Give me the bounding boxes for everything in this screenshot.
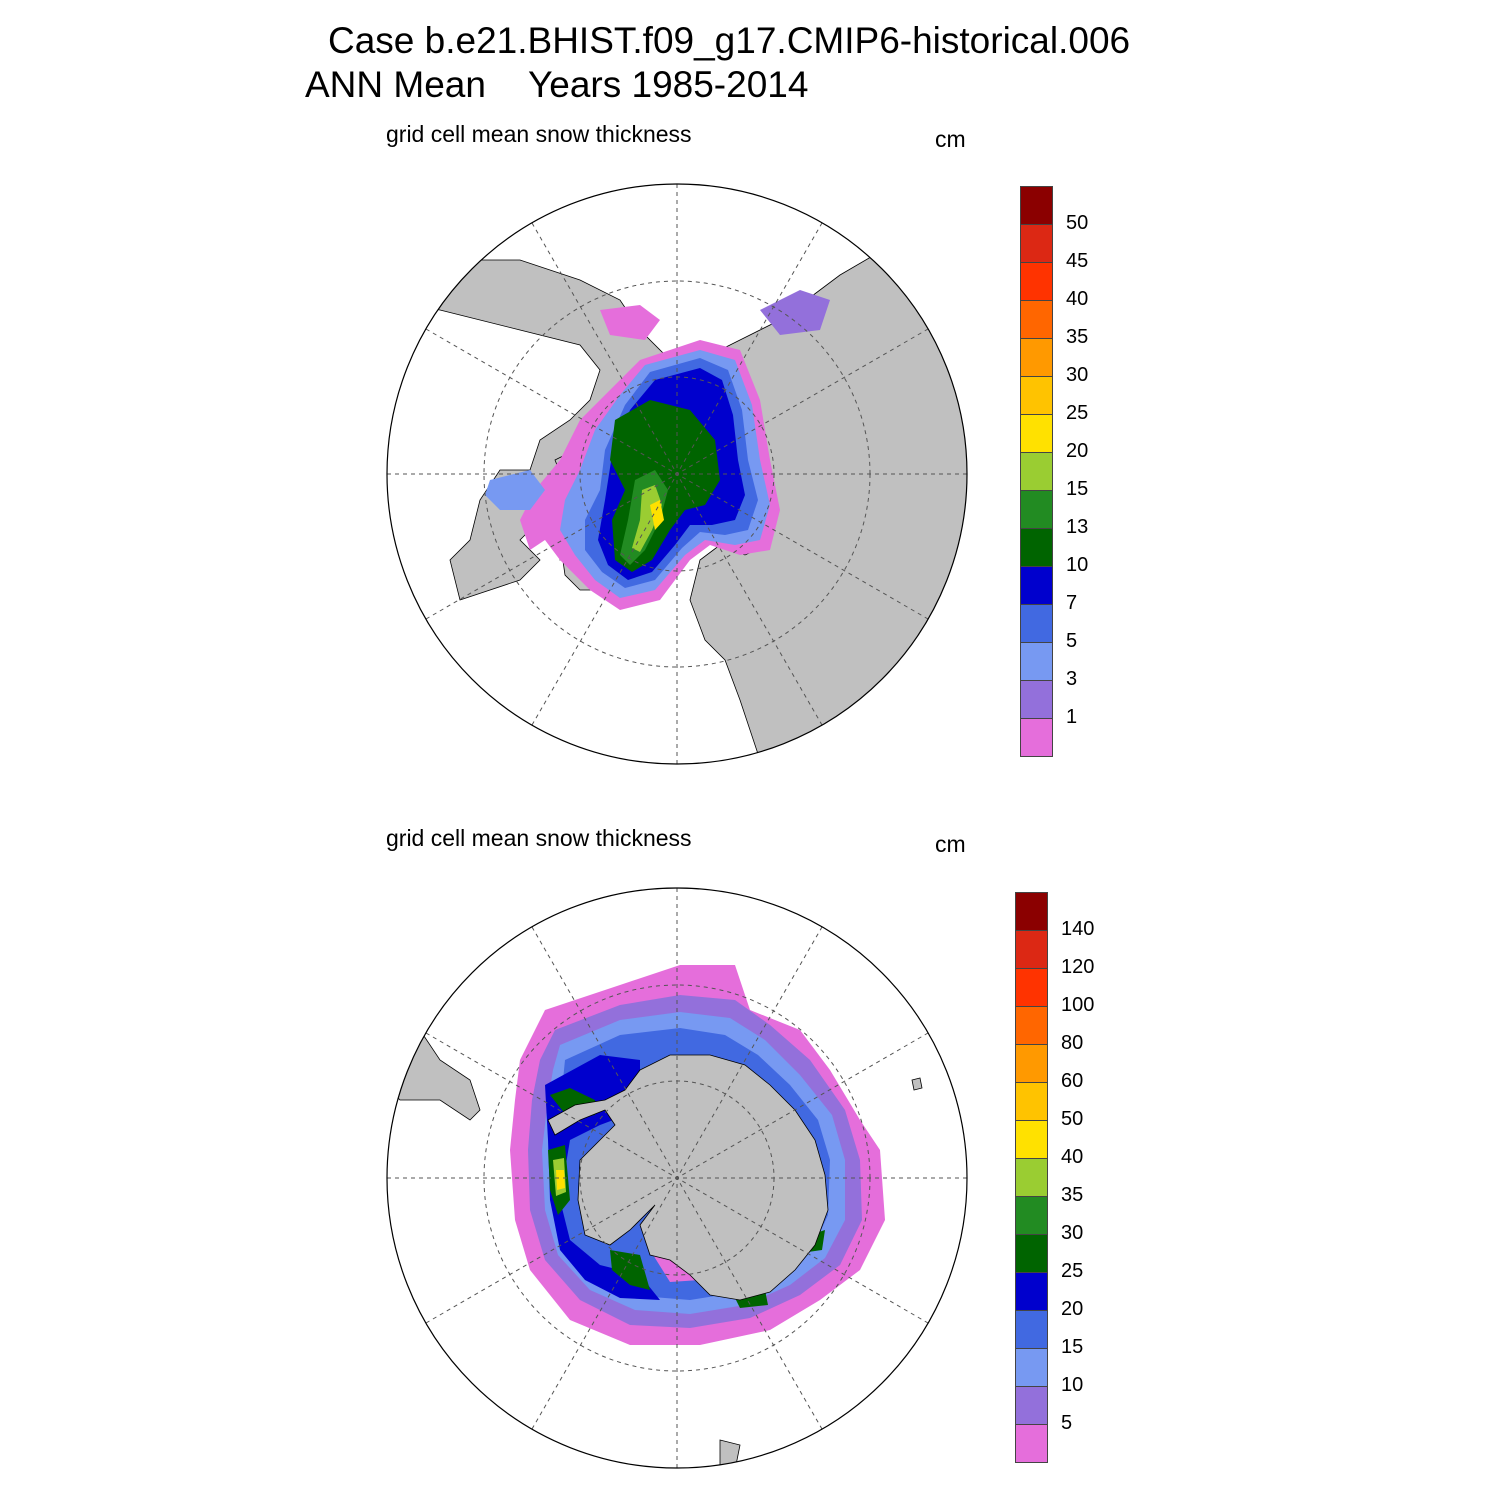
colorbar-label: 140: [1061, 918, 1095, 940]
south-graticule: [387, 888, 967, 1468]
new-zealand-land: [719, 1439, 741, 1468]
colorbar-label: 35: [1066, 326, 1089, 348]
colorbar-label: 40: [1066, 288, 1089, 310]
bering-ice: [600, 305, 660, 340]
colorbar-label: 60: [1061, 1070, 1084, 1092]
panel-south-subtitle: grid cell mean snow thickness: [386, 825, 692, 851]
north-map-frame: [386, 183, 968, 765]
colorbar-label: 1: [1066, 706, 1078, 728]
colorbar-swatch: [1015, 1196, 1048, 1235]
colorbar-label: 35: [1061, 1184, 1084, 1206]
okhotsk-ice: [760, 290, 830, 335]
colorbar-swatch: [1020, 566, 1053, 605]
colorbar-swatch: [1015, 1006, 1048, 1045]
hudson-bay-ice: [485, 470, 545, 510]
figure-title-case: Case b.e21.BHIST.f09_g17.CMIP6-historica…: [328, 20, 1131, 61]
colorbar-swatch: [1020, 452, 1053, 491]
colorbar-label: 25: [1061, 1260, 1084, 1282]
colorbar-label: 45: [1066, 250, 1089, 272]
south-polar-map: [386, 887, 968, 1469]
colorbar-swatch: [1015, 1386, 1048, 1425]
north-polar-map: [386, 183, 968, 765]
colorbar-label: 5: [1061, 1412, 1073, 1434]
colorbar-label: 80: [1061, 1032, 1084, 1054]
colorbar-label: 30: [1066, 364, 1089, 386]
colorbar-swatch: [1015, 1082, 1048, 1121]
colorbar-swatch: [1015, 1348, 1048, 1387]
colorbar-label: 50: [1066, 212, 1089, 234]
south-map-frame: [386, 887, 968, 1469]
colorbar-swatch: [1020, 186, 1053, 225]
colorbar-swatch: [1020, 414, 1053, 453]
colorbar-label: 3: [1066, 668, 1078, 690]
season-label: ANN Mean: [305, 64, 486, 105]
colorbar-swatch: [1020, 376, 1053, 415]
south-sea-ice-30: [548, 1088, 825, 1308]
colorbar-swatch: [1020, 642, 1053, 681]
colorbar-label: 20: [1066, 440, 1089, 462]
colorbar-label: 10: [1066, 554, 1089, 576]
south-sea-ice-50: [556, 1170, 565, 1190]
years-label: Years 1985-2014: [527, 64, 809, 105]
antarctica-land: [547, 1054, 829, 1301]
colorbar-swatch: [1020, 718, 1053, 757]
colorbar-swatch: [1020, 604, 1053, 643]
colorbar-swatch: [1015, 930, 1048, 969]
panel-north-subtitle: grid cell mean snow thickness: [386, 121, 692, 147]
colorbar-label: 40: [1061, 1146, 1084, 1168]
colorbar-label: 5: [1066, 630, 1078, 652]
colorbar-label: 7: [1066, 592, 1078, 614]
colorbar-swatch: [1020, 528, 1053, 567]
colorbar-swatch: [1015, 1044, 1048, 1083]
colorbar-label: 50: [1061, 1108, 1084, 1130]
colorbar-swatch: [1015, 1310, 1048, 1349]
north-sea-ice-25: [650, 500, 664, 530]
colorbar-label: 120: [1061, 956, 1095, 978]
north-graticule: [387, 184, 967, 764]
colorbar-label: 10: [1061, 1374, 1084, 1396]
colorbar-swatch: [1015, 1120, 1048, 1159]
colorbar-swatch: [1015, 968, 1048, 1007]
colorbar-label: 25: [1066, 402, 1089, 424]
south-georgia-land: [911, 1077, 923, 1091]
colorbar-label: 13: [1066, 516, 1089, 538]
colorbar-swatch: [1020, 680, 1053, 719]
colorbar-label: 20: [1061, 1298, 1084, 1320]
colorbar-swatch: [1020, 338, 1053, 377]
panel-south-units: cm: [935, 831, 966, 857]
colorbar-swatch: [1015, 1424, 1048, 1463]
colorbar-swatch: [1015, 1272, 1048, 1311]
north-sea-ice-20: [632, 485, 662, 552]
colorbar-swatch: [1020, 300, 1053, 339]
colorbar-swatch: [1020, 262, 1053, 301]
colorbar-label: 15: [1061, 1336, 1084, 1358]
colorbar-swatch: [1020, 224, 1053, 263]
colorbar-swatch: [1015, 892, 1048, 931]
colorbar-label: 15: [1066, 478, 1089, 500]
colorbar-label: 100: [1061, 994, 1095, 1016]
colorbar-swatch: [1015, 1234, 1048, 1273]
colorbar-swatch: [1015, 1158, 1048, 1197]
figure-title-period: ANN Mean Years 1985-2014: [305, 64, 808, 106]
colorbar-label: 30: [1061, 1222, 1084, 1244]
colorbar-swatch: [1020, 490, 1053, 529]
panel-north-units: cm: [935, 126, 966, 152]
